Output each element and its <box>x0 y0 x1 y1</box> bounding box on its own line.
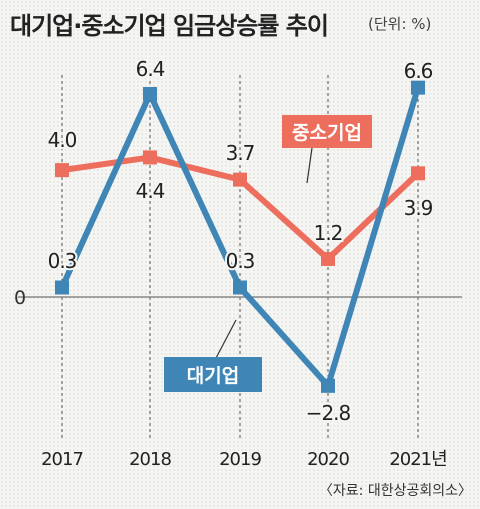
large-value-label: 6.6 <box>404 59 433 83</box>
large-callout-box <box>164 357 262 392</box>
large-point-2018 <box>143 87 157 101</box>
large-point-2017 <box>55 280 69 295</box>
sme-value-label: 1.2 <box>314 221 343 245</box>
sme-callout-box <box>282 115 372 148</box>
x-tick-label: 2019 <box>219 449 261 470</box>
source-note: 〈자료: 대한상공회의소〉 <box>318 483 472 499</box>
large-series-label: 대기업 <box>187 365 239 387</box>
x-tick-label: 2018 <box>129 449 171 470</box>
sme-callout-leader <box>306 147 313 184</box>
zero-label: 0 <box>14 287 26 309</box>
sme-point-2019 <box>233 172 247 187</box>
large-value-label: 6.4 <box>136 57 165 81</box>
sme-value-label: 3.7 <box>226 141 255 165</box>
large-point-2019 <box>233 280 247 295</box>
large-value-label: −2.8 <box>306 401 351 425</box>
sme-point-2017 <box>55 163 69 178</box>
large-value-label: 0.3 <box>226 249 255 273</box>
sme-point-2021년 <box>411 166 425 181</box>
sme-point-2020 <box>321 251 335 266</box>
x-tick-label: 2020 <box>307 449 349 470</box>
large-point-2021년 <box>411 80 425 95</box>
sme-series-label: 중소기업 <box>292 122 362 144</box>
sme-value-label: 4.4 <box>136 179 165 203</box>
chart-title: 대기업·중소기업 임금상승률 추이 <box>10 12 329 40</box>
x-tick-label: 2021년 <box>389 449 446 470</box>
sme-value-label: 3.9 <box>404 196 433 220</box>
large-value-label: 0.3 <box>48 249 77 273</box>
sme-point-2018 <box>143 150 157 165</box>
x-tick-label: 2017 <box>41 449 83 470</box>
large-callout-leader <box>214 319 237 361</box>
large-point-2020 <box>321 378 335 393</box>
sme-value-label: 4.0 <box>48 128 77 152</box>
unit-label: (단위: %) <box>368 15 432 33</box>
